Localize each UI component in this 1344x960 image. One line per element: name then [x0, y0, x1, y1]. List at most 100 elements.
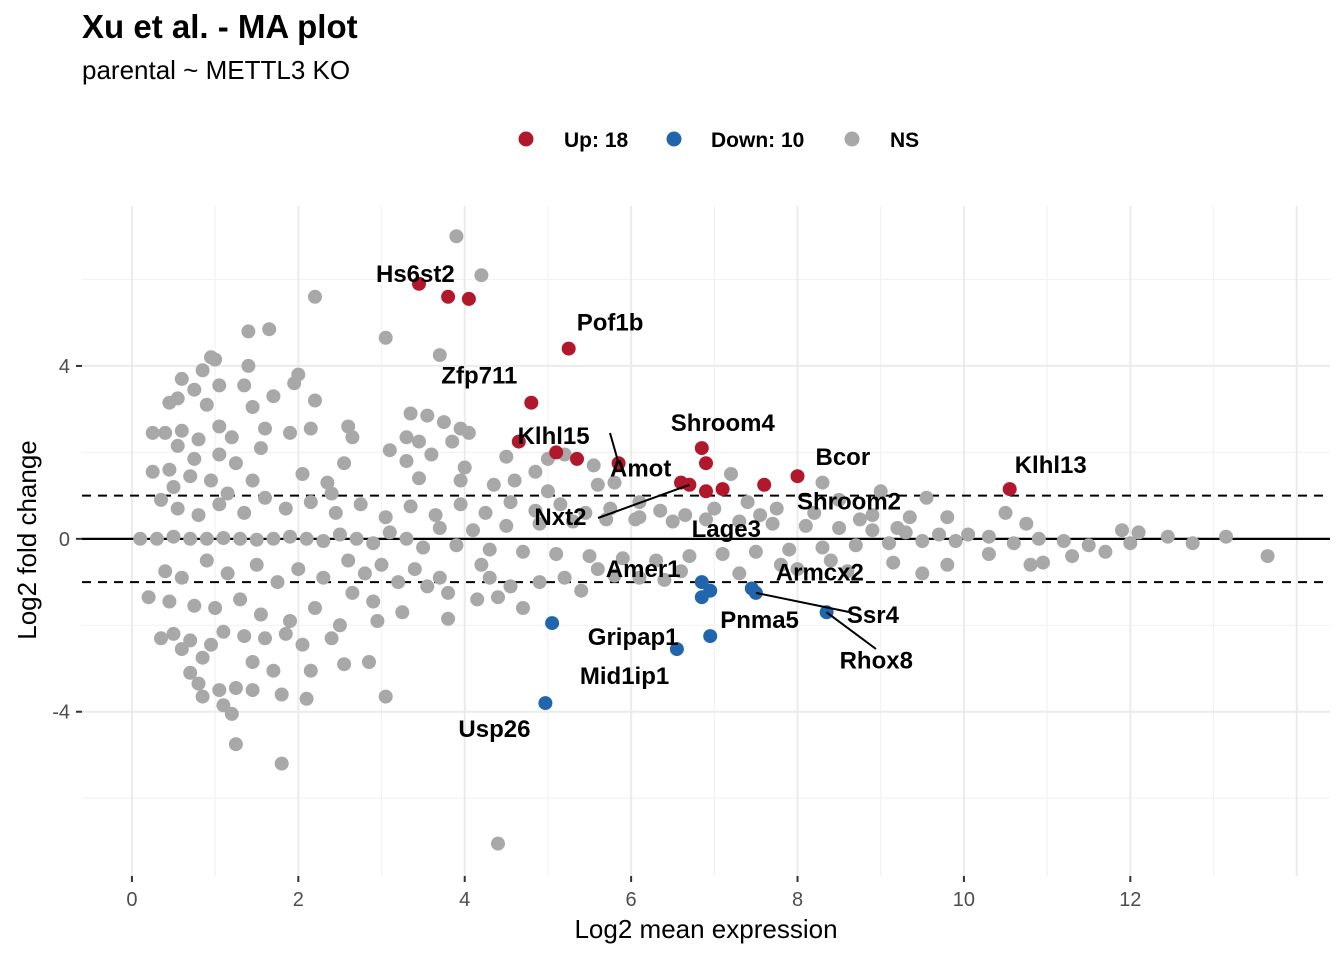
leader-line — [755, 591, 850, 613]
ns-point — [208, 601, 223, 615]
ns-point — [436, 415, 451, 430]
ns-point — [516, 601, 530, 615]
x-tick-label: 4 — [459, 889, 470, 911]
ns-point — [208, 352, 223, 367]
ns-point — [328, 505, 343, 520]
gene-label: Gripap1 — [588, 624, 679, 651]
ns-point — [407, 562, 422, 577]
ns-point — [204, 637, 218, 652]
ns-point — [428, 508, 443, 523]
ns-point — [249, 532, 264, 547]
ns-point — [224, 706, 239, 721]
ns-point — [308, 601, 322, 615]
ns-point — [628, 512, 643, 527]
ns-point — [241, 324, 256, 339]
up-point — [790, 469, 805, 484]
ns-point — [170, 391, 185, 406]
ns-point — [162, 594, 177, 609]
chart-title: Xu et al. - MA plot — [82, 8, 358, 45]
x-tick-label: 2 — [293, 889, 304, 911]
up-point — [412, 276, 426, 291]
ns-point — [403, 499, 418, 514]
ns-point — [195, 363, 210, 378]
up-point — [441, 289, 456, 304]
ns-point — [337, 657, 352, 672]
ns-point — [482, 570, 497, 585]
up-point — [1002, 482, 1017, 497]
ns-point — [237, 505, 252, 520]
ns-point — [470, 592, 485, 607]
ns-point — [249, 557, 264, 572]
ns-point — [316, 570, 331, 585]
ns-point — [478, 505, 493, 520]
ns-point — [532, 516, 547, 531]
ns-point — [245, 400, 260, 414]
ns-point — [665, 514, 680, 529]
ns-point — [499, 518, 514, 533]
up-point — [715, 482, 730, 497]
ns-point — [212, 447, 227, 462]
ns-point — [266, 531, 281, 546]
data-points — [133, 229, 1275, 851]
legend-swatch-up — [518, 131, 534, 147]
down-point — [694, 590, 709, 605]
ns-point — [382, 443, 397, 458]
ns-point — [212, 683, 227, 698]
gene-label: Mid1ip1 — [580, 663, 669, 690]
ns-point — [245, 683, 260, 698]
ns-point — [378, 330, 393, 345]
ns-point — [412, 434, 426, 449]
ns-point — [295, 637, 310, 652]
ns-point — [823, 553, 838, 568]
ns-point — [341, 553, 356, 568]
ns-point — [266, 389, 281, 404]
up-point — [570, 451, 584, 466]
ns-point — [715, 547, 730, 561]
ns-point — [370, 614, 385, 628]
ns-point — [815, 540, 830, 555]
ns-point — [790, 562, 805, 577]
ns-point — [1081, 538, 1096, 553]
ns-point — [228, 681, 243, 695]
ns-point — [399, 531, 414, 546]
chart-subtitle: parental ~ METTL3 KO — [82, 55, 350, 85]
ns-point — [174, 371, 189, 386]
ns-point — [174, 423, 189, 438]
ns-point — [798, 518, 813, 533]
ns-point — [303, 663, 318, 678]
ns-point — [262, 322, 277, 337]
ns-point — [432, 521, 447, 535]
ns-point — [291, 367, 306, 382]
ns-point — [237, 629, 252, 644]
y-tick-label: 0 — [59, 529, 70, 551]
ns-point — [707, 501, 722, 516]
y-tick-label: -4 — [52, 702, 70, 724]
ns-point — [632, 570, 647, 585]
gene-label: Ssr4 — [847, 602, 900, 629]
ns-point — [416, 540, 431, 555]
gene-label: Amot — [610, 456, 671, 483]
ns-point — [1260, 549, 1275, 564]
ns-point — [457, 460, 472, 475]
ns-point — [228, 456, 243, 471]
ns-point — [283, 614, 297, 628]
ns-point — [183, 633, 198, 648]
ns-point — [981, 547, 996, 561]
ns-point — [532, 575, 547, 590]
ns-point — [998, 505, 1013, 520]
ns-point — [316, 534, 331, 548]
ns-point — [216, 624, 231, 639]
gene-label: Usp26 — [458, 716, 530, 743]
ns-point — [237, 378, 252, 393]
ns-point — [158, 564, 173, 579]
up-point — [757, 477, 772, 492]
ns-point — [253, 441, 268, 456]
ns-point — [915, 534, 930, 548]
gene-label: Hs6st2 — [376, 261, 455, 288]
down-point — [545, 616, 560, 631]
ns-point — [724, 467, 738, 481]
ns-point — [553, 497, 568, 512]
ns-point — [748, 544, 763, 559]
ns-point — [187, 382, 202, 397]
